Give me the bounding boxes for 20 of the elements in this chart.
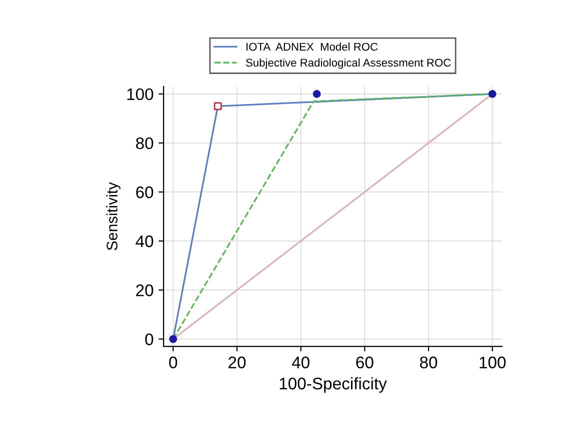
point: [214, 102, 222, 110]
legend-label: Subjective Radiological Assessment ROC: [246, 58, 451, 69]
x-tick-label: 60: [356, 356, 374, 368]
y-tick-label: 40: [136, 235, 154, 248]
x-tick-label: 0: [169, 356, 178, 368]
point: [312, 90, 321, 98]
y-tick-label: 20: [136, 284, 154, 296]
x-tick-label: 100: [480, 356, 506, 368]
y-tick-label: 100: [127, 88, 154, 100]
x-tick-label: 40: [292, 356, 310, 368]
legend-label: IOTA ADNEX Model ROC: [246, 42, 378, 51]
y-tick-label: 60: [136, 186, 154, 198]
x-tick-label: 80: [420, 356, 438, 368]
point: [169, 335, 178, 343]
x-axis-title: 100-Specificity: [280, 377, 387, 393]
y-axis-title: Sensitivity: [106, 182, 120, 250]
y-tick-label: 80: [136, 137, 154, 150]
y-tick-label: 0: [145, 333, 154, 346]
x-tick-label: 20: [228, 356, 246, 368]
point: [488, 90, 496, 98]
